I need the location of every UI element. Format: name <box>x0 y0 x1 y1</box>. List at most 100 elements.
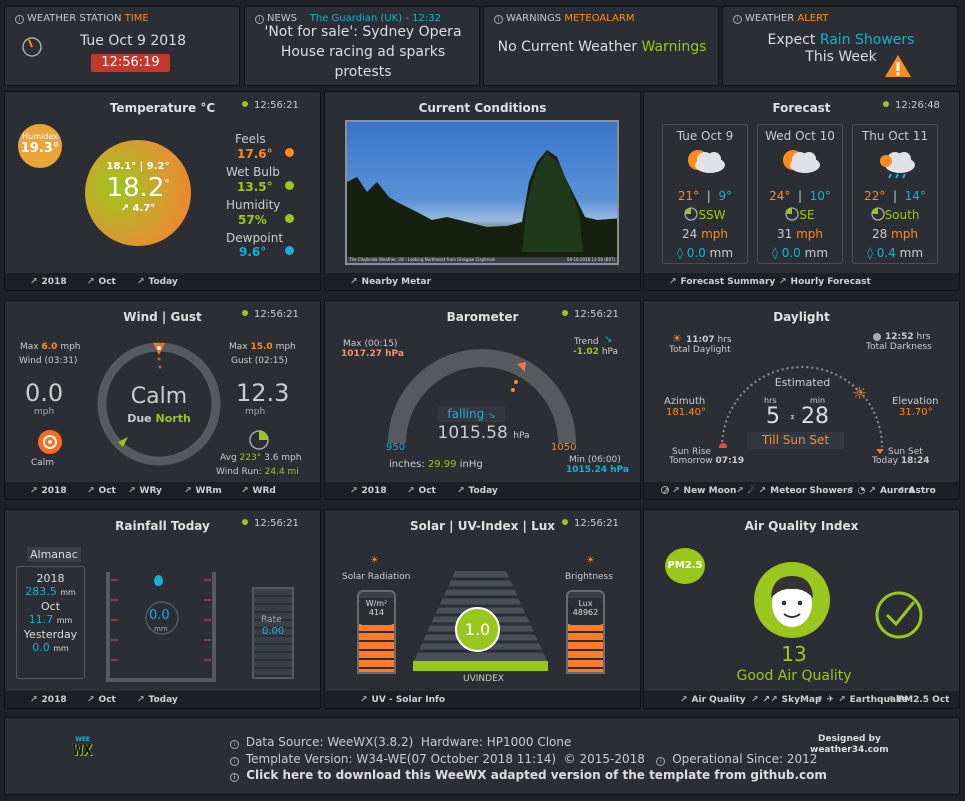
link-meteor-showers[interactable]: ☄Meteor Showers <box>732 486 853 496</box>
forecast-day: Thu Oct 11 <box>861 129 929 143</box>
forecast-day: Tue Oct 9 <box>676 129 734 143</box>
rain-rate-value: 0.00 <box>262 626 285 637</box>
rain-gauge <box>106 572 216 682</box>
link-2018[interactable]: 2018 <box>30 695 67 705</box>
pm25-badge: PM2.5 <box>665 548 705 584</box>
link-wrd[interactable]: WRd <box>241 486 276 496</box>
link-pm25-oct[interactable]: PM2.5 Oct <box>886 695 950 705</box>
update-time: 12:26:48 <box>883 100 940 111</box>
info-icon: i <box>656 757 666 766</box>
solar-sun-icon: ☀ <box>370 555 379 566</box>
info-icon: i <box>733 15 742 24</box>
wind-speed-value: 0.0 <box>25 379 64 407</box>
solar-panel: Solar | UV-Index | Lux 12:56:21 ☀ Solar … <box>324 509 641 709</box>
earthquake-icon: ✈ <box>815 695 834 705</box>
link-wrm[interactable]: WRm <box>184 486 222 496</box>
sunset-icon <box>876 449 884 454</box>
sunrise-icon <box>719 443 727 448</box>
tree-silhouette <box>347 150 617 263</box>
wind-dial-text: Calm <box>130 384 188 409</box>
pressure-marker <box>516 361 526 372</box>
link-oct[interactable]: Oct <box>87 695 116 705</box>
link-earthquake[interactable]: ✈Earthquake <box>811 695 908 705</box>
link-today[interactable]: Today <box>137 277 178 287</box>
panel-title: Rainfall Today <box>115 519 210 533</box>
weather-alert-panel: i WEATHER ALERT Expect Rain Showers This … <box>722 6 958 86</box>
github-download-link[interactable]: i Click here to download this WeeWX adap… <box>230 768 827 782</box>
till-sunset: Till Sun Set <box>747 432 844 449</box>
raindrop-icon: ◊ <box>771 246 778 260</box>
forecast-day: Wed Oct 10 <box>765 129 835 143</box>
falling-icon: ↘ <box>488 411 496 421</box>
sun-position-icon: ☼ <box>852 384 868 404</box>
hours-left: 5 <box>766 404 780 429</box>
forecast-day-card[interactable]: Wed Oct 10 24° | 10° SE 31 mph ◊ 0.0 mm <box>757 124 843 264</box>
raindrop-icon: ◊ <box>676 246 683 260</box>
link-today[interactable]: Today <box>457 486 498 496</box>
uv-index-badge: 1.0 <box>455 607 500 652</box>
link-forecast-summary[interactable]: Forecast Summary <box>669 277 776 287</box>
happy-face-icon <box>754 562 830 638</box>
weewx-logo: WEE WX <box>73 736 93 759</box>
panel-title: Daylight <box>773 310 830 324</box>
link-hourly-forecast[interactable]: Hourly Forecast <box>779 277 871 287</box>
rain-rate-gauge <box>252 587 294 679</box>
link-oct[interactable]: Oct <box>87 486 116 496</box>
info-icon: i <box>230 757 239 766</box>
air-quality-label: Good Air Quality <box>736 668 852 684</box>
info-icon: i <box>230 740 239 749</box>
news-headline[interactable]: 'Not for sale': Sydney Opera House racin… <box>264 24 462 80</box>
news-panel[interactable]: i NEWS The Guardian (UK) - 12:32 'Not for… <box>244 6 480 86</box>
update-time: 12:56:21 <box>242 309 299 320</box>
link-astro[interactable]: Astro <box>897 486 936 496</box>
link-uv-solar-info[interactable]: UV - Solar Info <box>360 695 446 705</box>
link-2018[interactable]: 2018 <box>350 486 387 496</box>
hourglass-icon: ⧗ <box>790 413 795 421</box>
info-icon: i <box>15 15 24 24</box>
aqi-value: 13 <box>781 642 807 666</box>
link-oct[interactable]: Oct <box>87 277 116 287</box>
gust-value: 12.3 <box>236 379 290 407</box>
update-time: 12:56:21 <box>242 518 299 529</box>
pressure-trend-dot <box>513 379 518 384</box>
link-2018[interactable]: 2018 <box>30 277 67 287</box>
webcam-image[interactable]: The Claybrook Weather, UK - Looking Nort… <box>345 120 619 265</box>
dewpoint-icon <box>285 246 294 255</box>
link-air-quality[interactable]: Air Quality <box>680 695 746 705</box>
humidity-icon <box>285 214 294 223</box>
partly-cloudy-icon <box>783 150 820 173</box>
forecast-panel: Forecast 12:26:48 Tue Oct 9 21° | 9° SSW 24… <box>643 91 960 291</box>
partly-cloudy-icon <box>688 150 725 173</box>
minutes-left: 28 <box>801 404 829 429</box>
raindrop-icon: ◊ <box>866 246 873 260</box>
trend-up-icon: ↗ <box>120 203 130 214</box>
link-nearby-metar[interactable]: Nearby Metar <box>350 277 431 287</box>
skymap-icon: ↗ <box>751 695 770 705</box>
rain-showers-icon <box>880 152 915 179</box>
station-time-panel: i WEATHER STATION TIME Tue Oct 9 2018 12:… <box>4 6 240 86</box>
barometer-panel: Barometer 12:56:21 Max (00:15) 1017.27 h… <box>324 300 641 500</box>
humidex-badge: Humidex 19.3° <box>18 124 62 168</box>
sun-icon: ☀ <box>672 332 682 345</box>
rain-today-value: 0.0 <box>149 608 170 623</box>
pressure-trend-dot <box>510 387 515 392</box>
rainfall-panel: Rainfall Today 12:56:21 Almanac 2018 283… <box>4 509 321 709</box>
aurora-icon: ◔ <box>846 486 865 496</box>
station-time: 12:56:19 <box>91 54 170 72</box>
designer-link[interactable]: weather34.com <box>810 745 889 755</box>
temperature-panel: Temperature °C 12:56:21 Humidex 19.3° 18… <box>4 91 321 291</box>
link-2018[interactable]: 2018 <box>30 486 67 496</box>
forecast-day-card[interactable]: Tue Oct 9 21° | 9° SSW 24 mph ◊ 0.0 mm <box>662 124 748 264</box>
info-icon: i <box>494 15 503 24</box>
current-conditions-panel: Current Conditions The Claybrook Weather… <box>324 91 641 291</box>
panel-title: Temperature °C <box>109 101 216 115</box>
link-new-moon[interactable]: New Moon <box>657 486 736 496</box>
calm-icon <box>38 430 62 454</box>
meteor-icon: ☄ <box>736 486 756 496</box>
wind-direction-icon <box>785 207 800 221</box>
link-skymap[interactable]: ↗SkyMap <box>747 695 821 705</box>
link-oct[interactable]: Oct <box>407 486 436 496</box>
link-today[interactable]: Today <box>137 695 178 705</box>
forecast-day-card[interactable]: Thu Oct 11 22° | 14° South 28 mph ◊ 0.4 mm <box>852 124 938 264</box>
link-wry[interactable]: WRy <box>128 486 162 496</box>
